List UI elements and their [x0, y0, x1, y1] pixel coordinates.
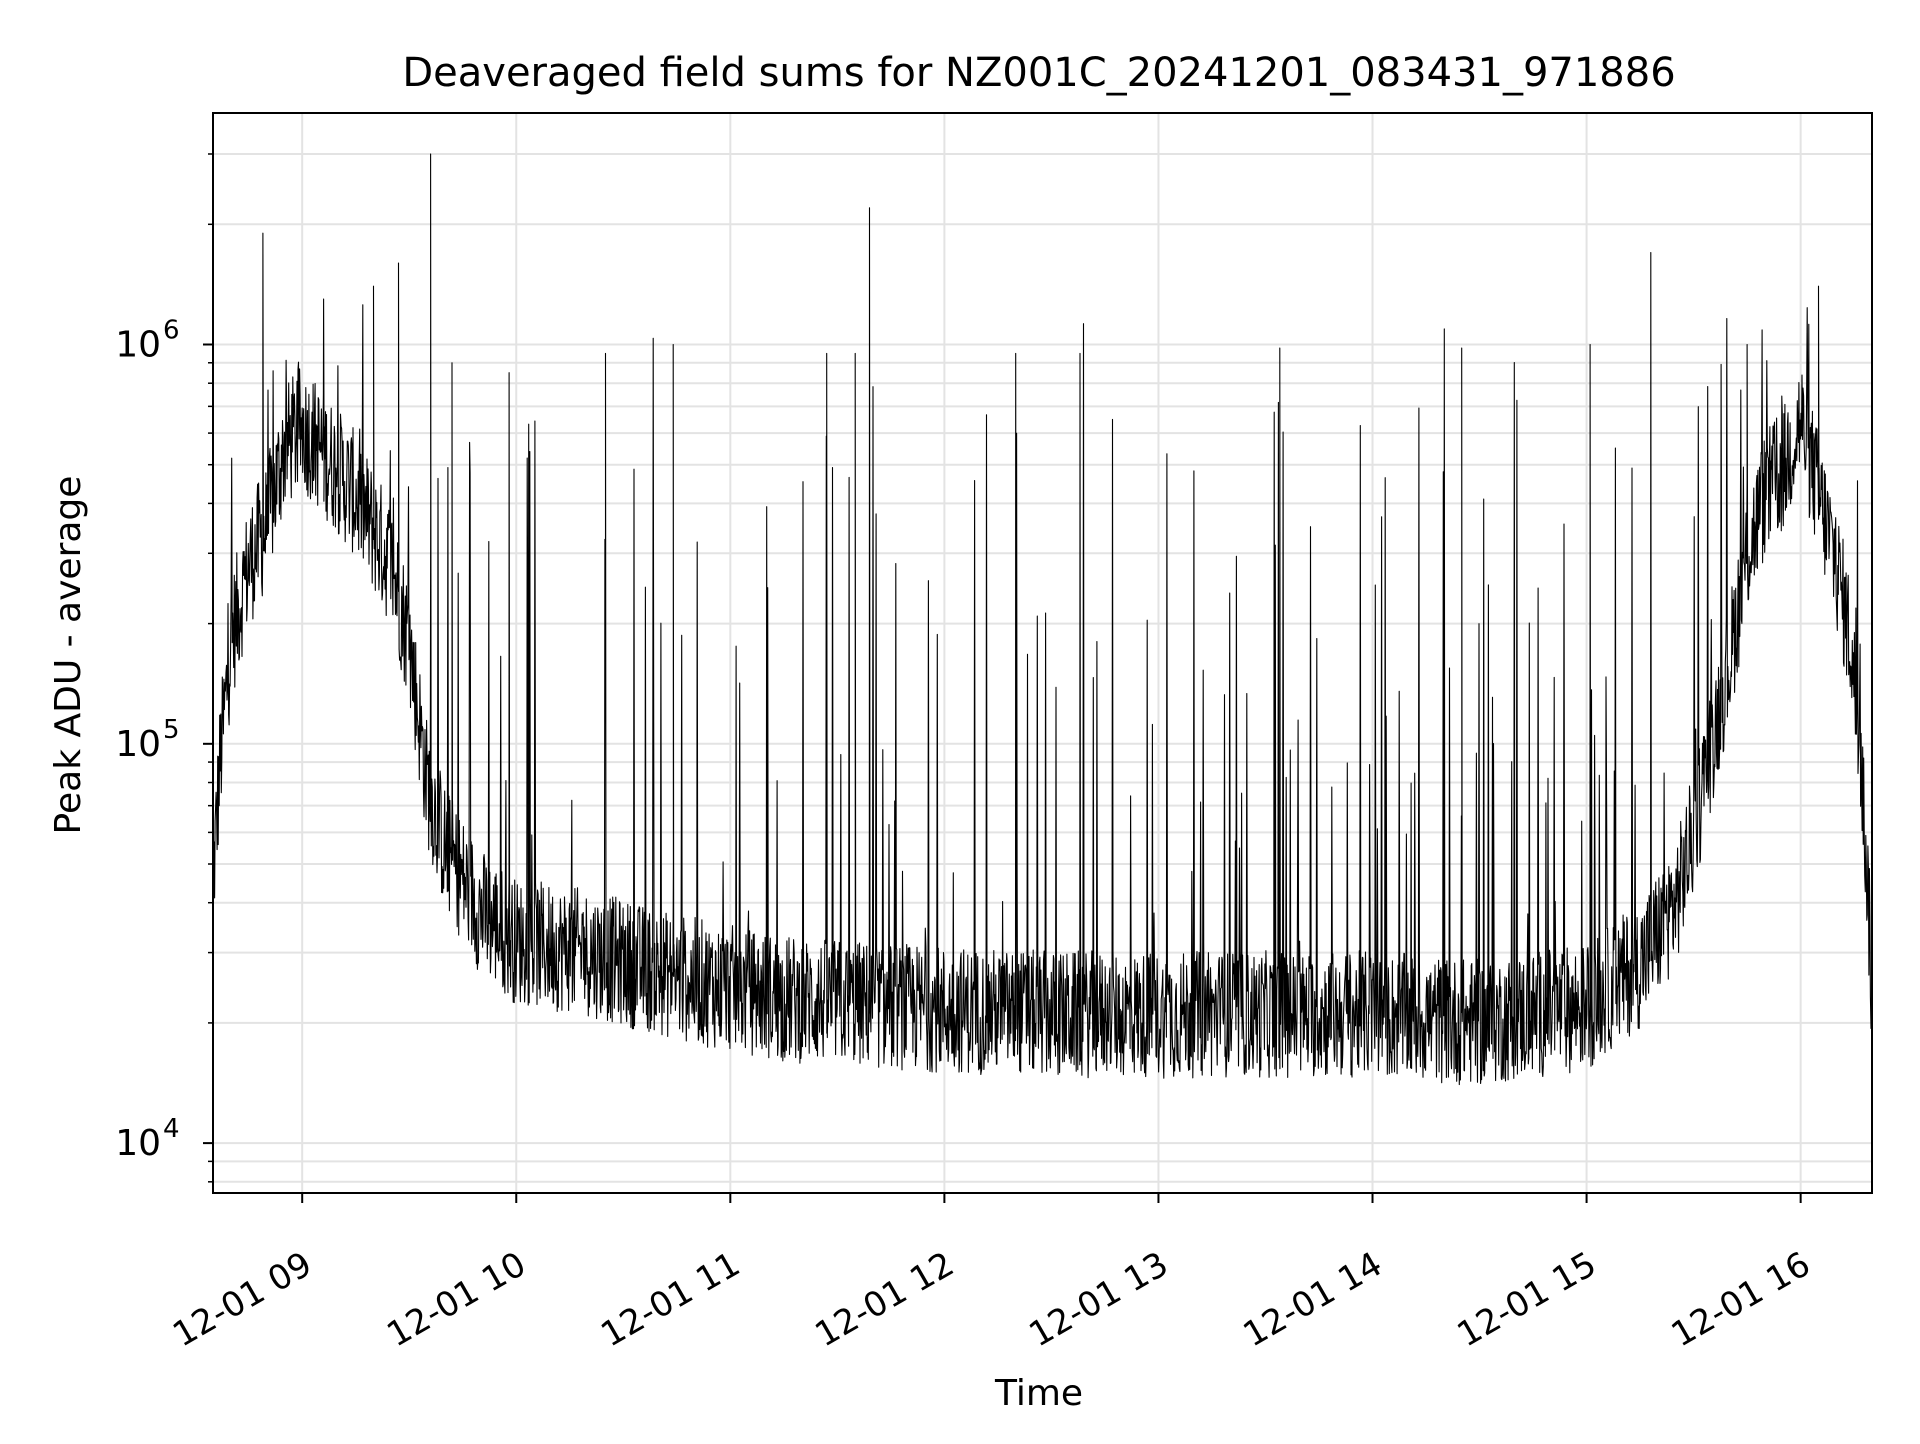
y-axis-label: Peak ADU - average — [48, 476, 89, 835]
x-tick-label: 12-01 10 — [380, 1244, 532, 1355]
x-axis: 12-01 09 12-01 10 12-01 11 12-01 12 12-01 13… — [166, 1193, 1817, 1355]
chart-title: Deaveraged field sums for NZ001C_2024120… — [402, 50, 1675, 96]
y-tick-label: 10 — [115, 724, 161, 765]
y-tick-exponent: 5 — [163, 715, 180, 745]
y-tick-exponent: 4 — [163, 1114, 180, 1144]
x-tick-label: 12-01 11 — [594, 1244, 746, 1355]
x-axis-label: Time — [994, 1373, 1083, 1414]
y-tick-label: 10 — [115, 1123, 161, 1164]
x-tick-label: 12-01 13 — [1023, 1244, 1175, 1355]
plot-frame — [212, 112, 1873, 1194]
x-tick-label: 12-01 12 — [808, 1244, 960, 1355]
x-tick-label: 12-01 14 — [1237, 1244, 1389, 1355]
y-tick-label: 10 — [115, 325, 161, 366]
x-tick-label: 12-01 15 — [1451, 1244, 1603, 1355]
y-tick-exponent: 6 — [163, 316, 180, 346]
x-tick-label: 12-01 16 — [1665, 1244, 1817, 1355]
series-line — [213, 153, 1872, 1086]
x-tick-label: 12-01 09 — [166, 1244, 318, 1355]
